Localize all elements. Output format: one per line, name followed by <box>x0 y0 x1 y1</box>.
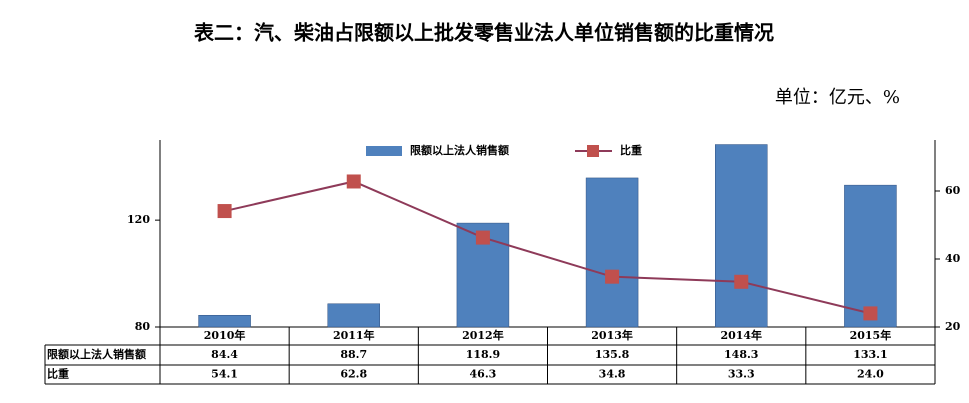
legend-marker <box>587 145 599 157</box>
y2-tick-label: 20 <box>945 320 961 333</box>
line-marker <box>346 174 361 189</box>
bar <box>585 177 639 328</box>
x-tick-label: 2015年 <box>850 328 892 342</box>
x-tick-label: 2013年 <box>591 328 633 342</box>
table-cell: 54.1 <box>211 368 238 381</box>
chart-title: 表二：汽、柴油占限额以上批发零售业法人单位销售额的比重情况 <box>194 21 774 45</box>
x-tick-label: 2014年 <box>720 328 762 342</box>
y2-tick-label: 40 <box>945 252 961 265</box>
table-cell: 34.8 <box>599 368 626 381</box>
line-marker <box>217 204 232 219</box>
bar <box>715 144 768 328</box>
table-cell: 46.3 <box>470 368 497 381</box>
legend-swatch <box>366 146 402 156</box>
table-row-label: 比重 <box>47 367 69 381</box>
line-marker <box>734 274 749 289</box>
table-cell: 148.3 <box>724 348 758 361</box>
line-marker <box>475 230 490 245</box>
table-cell: 84.4 <box>211 348 238 361</box>
y2-tick-label: 60 <box>945 184 961 197</box>
line-marker <box>863 306 878 321</box>
y-tick-label: 80 <box>135 320 151 333</box>
y-tick-label: 120 <box>127 213 150 226</box>
table-cell: 33.3 <box>728 368 755 381</box>
table-cell: 24.0 <box>857 368 884 381</box>
line-marker <box>605 269 620 284</box>
table-cell: 135.8 <box>595 348 630 361</box>
line-series <box>224 180 871 315</box>
legend-label: 限额以上法人销售额 <box>410 143 509 157</box>
table-cell: 62.8 <box>340 368 367 381</box>
bar <box>327 303 380 328</box>
x-tick-label: 2012年 <box>462 328 504 342</box>
bar <box>844 184 897 328</box>
table-cell: 133.1 <box>853 348 887 361</box>
bar <box>198 314 251 328</box>
table-cell: 88.7 <box>340 348 367 361</box>
legend-label: 比重 <box>620 143 642 157</box>
unit-label: 单位：亿元、% <box>775 87 900 108</box>
x-tick-label: 2011年 <box>333 328 375 342</box>
x-tick-label: 2010年 <box>204 328 246 342</box>
table-cell: 118.9 <box>466 348 500 361</box>
table-row-label: 限额以上法人销售额 <box>47 347 146 361</box>
